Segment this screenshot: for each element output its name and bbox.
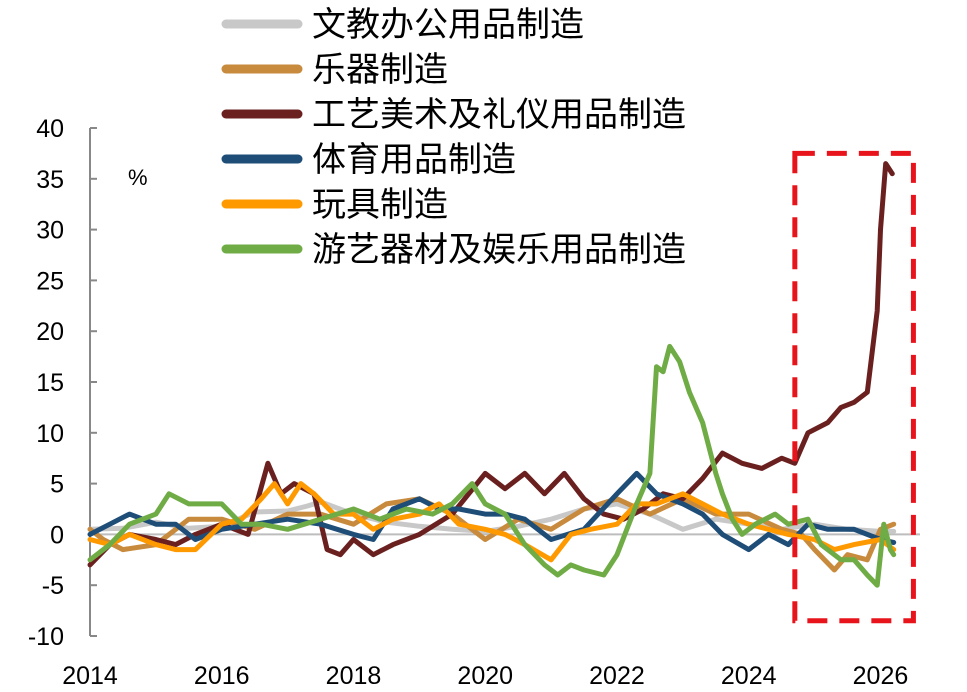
series-line-4 [87,481,897,563]
y-tick-label: 5 [50,471,64,499]
legend-label: 乐器制造 [312,50,448,90]
y-tick-label: 15 [36,369,64,397]
legend-label: 文教办公用品制造 [312,5,584,45]
y-axis: 40 35 30 25 20 15 10 5 0 -5 -10 [28,115,920,651]
y-tick-label: 10 [36,420,64,448]
series-lines [87,161,897,588]
x-tick-label: 2020 [457,662,513,690]
y-tick-label: 0 [50,521,64,549]
legend: 文教办公用品制造乐器制造工艺美术及礼仪用品制造体育用品制造玩具制造游艺器材及娱乐… [221,5,686,270]
x-tick-label: 2026 [853,662,909,690]
x-tick-label: 2016 [194,662,250,690]
y-tick-label: -10 [28,623,64,651]
y-tick-label: 40 [36,115,64,143]
y-tick-label: 20 [36,318,64,346]
x-tick-label: 2018 [326,662,382,690]
legend-label: 游艺器材及娱乐用品制造 [312,230,686,270]
x-axis: 2014 2016 2018 2020 2022 2024 2026 [62,662,908,690]
highlight-box [792,150,916,624]
y-tick-label: 35 [36,166,64,194]
y-tick-label: 25 [36,267,64,295]
legend-label: 体育用品制造 [312,140,516,180]
y-tick-label: -5 [42,572,64,600]
highlight-region [792,150,916,624]
legend-label: 玩具制造 [312,185,448,225]
x-tick-label: 2024 [721,662,777,690]
legend-label: 工艺美术及礼仪用品制造 [312,95,686,135]
y-tick-label: 30 [36,217,64,245]
series-line-2 [87,161,895,568]
x-tick-label: 2022 [589,662,645,690]
unit-label: % [128,165,148,190]
x-tick-label: 2014 [62,662,118,690]
series-line-5 [87,343,897,588]
